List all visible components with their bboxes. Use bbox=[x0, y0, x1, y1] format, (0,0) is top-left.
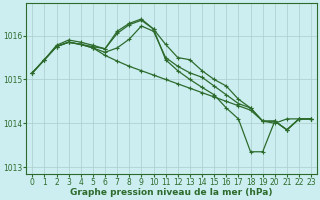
X-axis label: Graphe pression niveau de la mer (hPa): Graphe pression niveau de la mer (hPa) bbox=[70, 188, 273, 197]
